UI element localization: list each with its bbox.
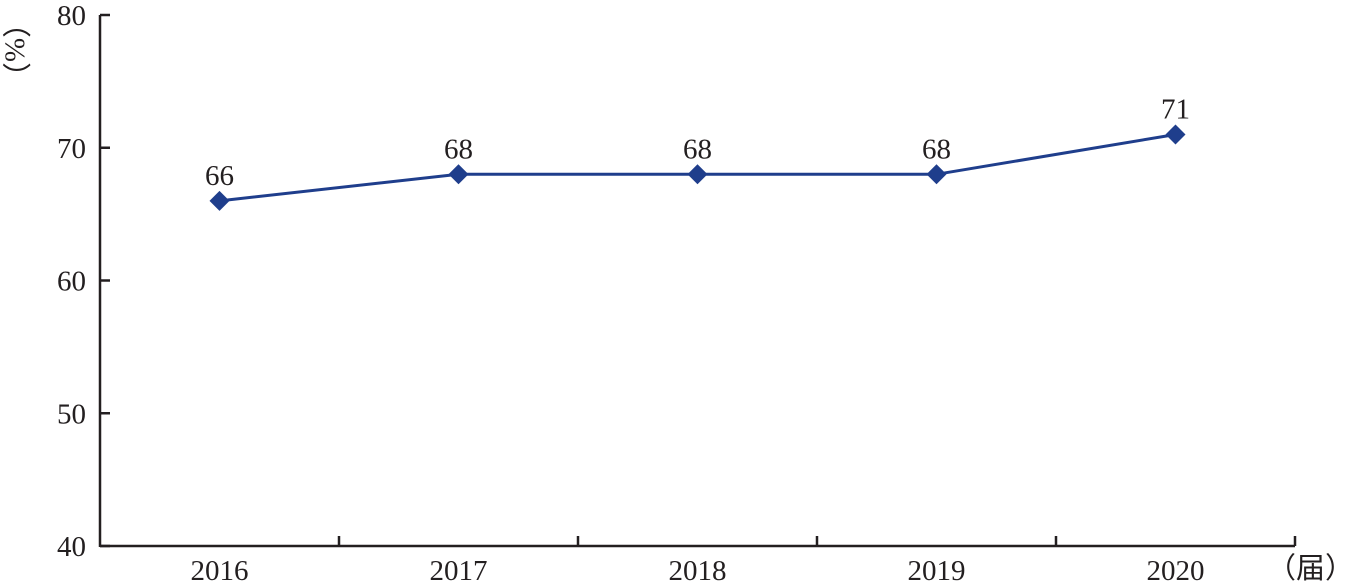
x-tick-label: 2020 (1147, 555, 1205, 587)
data-point-marker (926, 164, 947, 185)
y-tick-label: 70 (57, 133, 86, 165)
data-point-marker (687, 164, 708, 185)
data-value-label: 68 (683, 133, 712, 165)
y-tick-label: 60 (57, 266, 86, 298)
series (209, 124, 1186, 211)
x-tick-label: 2017 (430, 555, 488, 587)
data-value-label: 66 (205, 160, 234, 192)
y-tick-label: 50 (57, 398, 86, 430)
data-labels: 66 68 68 68 71 (205, 93, 1190, 191)
y-axis-unit: （%） (0, 9, 30, 91)
y-ticks: 40 50 60 70 80 (57, 0, 110, 563)
data-point-marker (448, 164, 469, 185)
data-value-label: 68 (922, 133, 951, 165)
x-axis-unit: （届） (1267, 553, 1354, 585)
x-ticks: 2016 2017 2018 2019 2020 (191, 536, 1297, 587)
data-value-label: 68 (444, 133, 473, 165)
data-value-label: 71 (1161, 93, 1190, 125)
data-point-marker (1165, 124, 1186, 145)
x-tick-label: 2019 (908, 555, 966, 587)
x-tick-label: 2016 (191, 555, 249, 587)
y-tick-label: 80 (57, 0, 86, 32)
y-tick-label: 40 (57, 531, 86, 563)
x-tick-label: 2018 (669, 555, 727, 587)
data-point-marker (209, 190, 230, 211)
